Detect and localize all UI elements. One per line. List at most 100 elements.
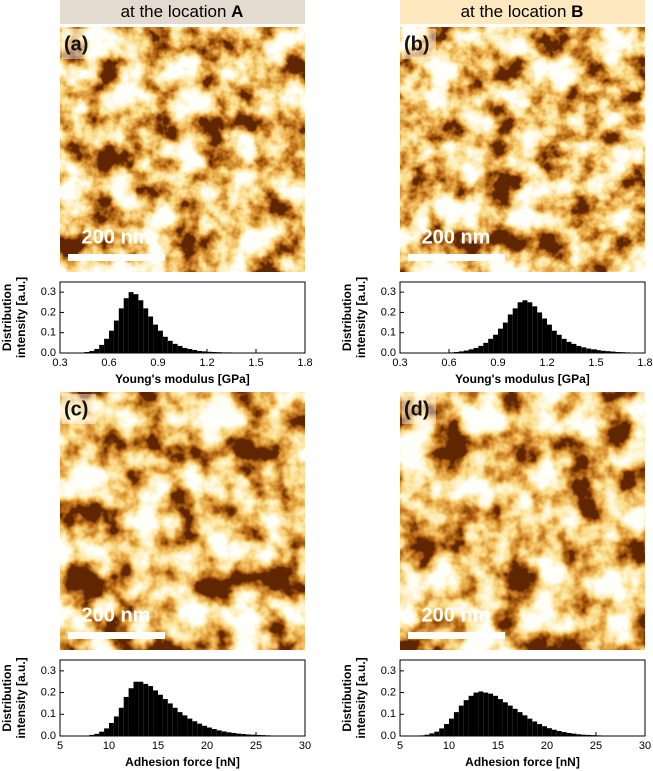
- y-tick-label: 0.0: [41, 730, 56, 742]
- x-tick-label: 25: [250, 740, 262, 752]
- bar: [561, 338, 567, 353]
- x-tick-label: 15: [152, 740, 164, 752]
- bar: [458, 351, 464, 353]
- y-tick-label: 0.1: [41, 327, 56, 339]
- panel-label: (c): [64, 398, 88, 420]
- bar: [241, 734, 247, 736]
- bar: [192, 721, 198, 736]
- bar: [576, 345, 582, 353]
- header-bg: [60, 0, 305, 24]
- bar: [463, 700, 469, 736]
- bar: [527, 718, 533, 736]
- bar: [498, 328, 503, 353]
- bar: [468, 349, 474, 353]
- bar: [187, 348, 193, 353]
- bar: [493, 334, 498, 353]
- bar: [547, 324, 552, 353]
- bar: [429, 733, 435, 736]
- scale-bar: [68, 254, 165, 261]
- x-tick-label: 0.3: [52, 357, 67, 369]
- bar: [128, 292, 134, 353]
- scale-bar: [408, 254, 505, 261]
- afm-image: [400, 27, 645, 272]
- bar: [118, 308, 124, 353]
- y-axis-label: Distribution: [0, 284, 14, 351]
- bar: [596, 350, 601, 353]
- bar: [167, 340, 173, 353]
- bar: [99, 344, 105, 353]
- afm-image: [400, 392, 645, 650]
- bar: [449, 718, 454, 736]
- bar: [581, 734, 587, 736]
- x-axis-label: Adhesion force [nN]: [125, 755, 240, 769]
- bar: [202, 725, 207, 736]
- bar: [113, 716, 119, 736]
- bar: [109, 330, 114, 353]
- bar: [197, 723, 203, 736]
- bar: [162, 336, 168, 353]
- bar: [226, 732, 232, 736]
- bar: [537, 312, 543, 353]
- bar: [512, 308, 518, 353]
- y-axis-label: intensity [a.u.]: [14, 657, 28, 738]
- y-axis-label: intensity [a.u.]: [354, 277, 368, 358]
- bar: [527, 302, 533, 353]
- bar: [453, 351, 459, 353]
- bar: [172, 343, 178, 353]
- bar: [502, 702, 508, 736]
- x-tick-label: 1.2: [539, 357, 554, 369]
- bar: [600, 350, 606, 353]
- x-tick-label: 0.9: [150, 357, 165, 369]
- bar: [113, 320, 119, 353]
- bar: [493, 695, 498, 736]
- bar: [498, 699, 503, 736]
- bar: [202, 351, 207, 353]
- scale-bar-label: 200 nm: [82, 226, 151, 248]
- bar: [556, 731, 562, 736]
- bar: [532, 306, 538, 353]
- bar: [211, 729, 217, 736]
- x-tick-label: 10: [443, 740, 455, 752]
- x-tick-label: 1.2: [199, 357, 214, 369]
- y-tick-label: 0.1: [381, 708, 396, 720]
- panel-label-bg: [62, 29, 96, 59]
- bar: [197, 350, 203, 353]
- bar: [542, 726, 547, 736]
- bar: [89, 734, 95, 736]
- bar: [207, 727, 212, 736]
- bar: [566, 732, 572, 736]
- y-axis-label: intensity [a.u.]: [14, 277, 28, 358]
- bar: [143, 308, 149, 353]
- bar: [251, 734, 256, 736]
- x-tick-label: 0.3: [392, 357, 407, 369]
- x-tick-label: 15: [492, 740, 504, 752]
- bar: [566, 341, 572, 353]
- bar: [104, 338, 109, 353]
- panel-label: (b): [404, 33, 430, 55]
- bar: [473, 692, 479, 736]
- bar: [246, 734, 252, 736]
- y-tick-label: 0.0: [381, 730, 396, 742]
- x-tick-label: 5: [57, 740, 63, 752]
- y-tick-label: 0.2: [381, 686, 396, 698]
- scale-bar-label: 200 nm: [422, 604, 491, 626]
- bar: [158, 330, 163, 353]
- bar: [434, 731, 440, 736]
- y-axis-label: Distribution: [340, 664, 354, 731]
- bar: [138, 300, 144, 353]
- panel-label: (a): [64, 33, 88, 55]
- y-tick-label: 0.0: [381, 347, 396, 359]
- bar: [586, 734, 592, 736]
- afm-image: [60, 392, 305, 650]
- bar: [517, 302, 523, 353]
- header-text: at the location: [461, 2, 567, 21]
- scale-bar-label: 200 nm: [422, 226, 491, 248]
- bar: [94, 348, 100, 353]
- x-tick-label: 5: [397, 740, 403, 752]
- bar: [468, 695, 474, 736]
- bar: [109, 722, 114, 736]
- x-tick-label: 1.8: [297, 357, 312, 369]
- bar: [148, 686, 154, 736]
- bar: [576, 734, 582, 736]
